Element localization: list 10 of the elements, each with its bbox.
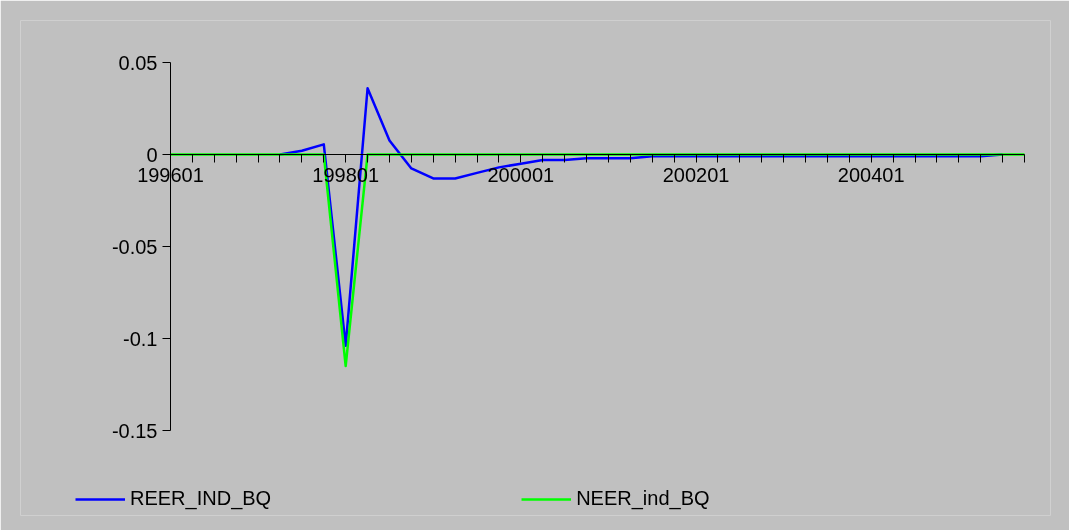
y-tick-label: -0.15 [111, 419, 158, 442]
y-tick-label: -0.1 [123, 327, 158, 350]
x-tick-label: 200401 [837, 163, 905, 186]
y-tick-label: 0 [146, 143, 158, 166]
y-tick-label: 0.05 [118, 51, 158, 74]
legend-label: REER_IND_BQ [130, 487, 272, 510]
x-tick-label: 200001 [487, 163, 555, 186]
y-tick-label: -0.05 [111, 235, 158, 258]
legend-label: NEER_ind_BQ [576, 487, 710, 510]
x-tick-label: 200201 [662, 163, 730, 186]
